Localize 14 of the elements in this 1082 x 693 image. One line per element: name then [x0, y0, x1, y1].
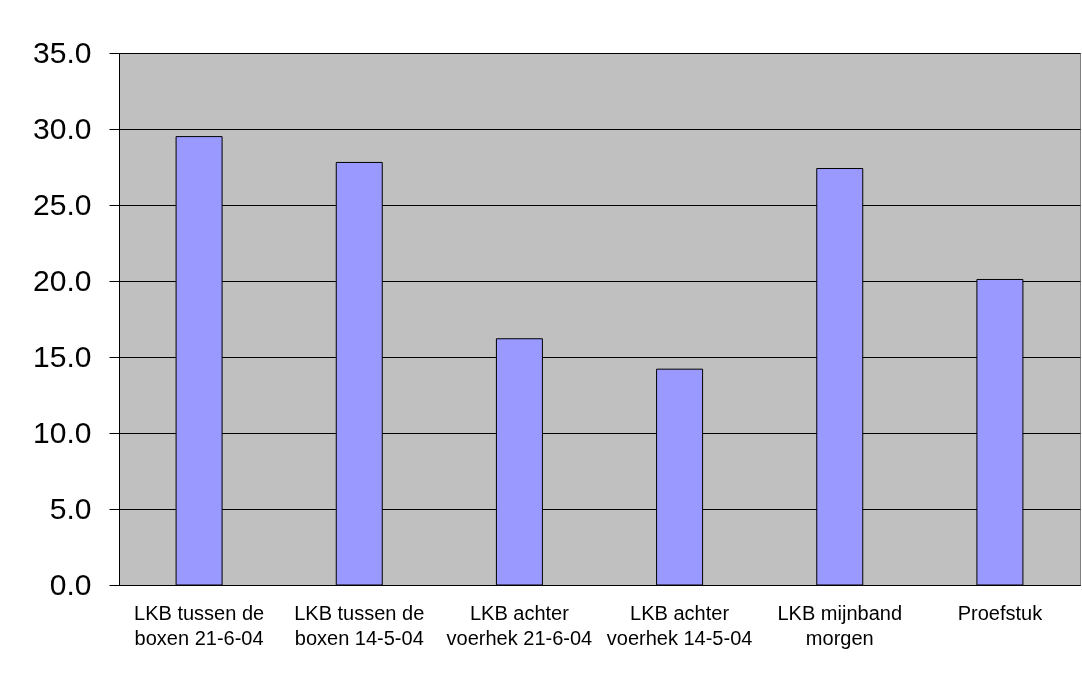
x-tick-label: LKB mijnband morgen	[777, 601, 903, 649]
y-tick-label: 5.0	[49, 491, 92, 525]
y-tick-label: 20.0	[33, 263, 92, 297]
x-tick-label: LKB achter voerhek 21-6-04	[446, 601, 593, 649]
x-tick-label: LKB tussen de boxen 14-5-04	[294, 601, 425, 649]
y-tick-label: 35.0	[33, 35, 92, 69]
y-tick-label: 30.0	[33, 111, 92, 145]
y-tick-label: 10.0	[33, 415, 92, 449]
y-tick-label: 0.0	[49, 567, 92, 601]
x-tick-label: Proefstuk	[957, 601, 1044, 624]
y-tick-label: 15.0	[33, 339, 92, 373]
x-tick-label: LKB tussen de boxen 21-6-04	[134, 601, 265, 649]
y-tick-label: 25.0	[33, 187, 92, 221]
x-tick-label: LKB achter voerhek 14-5-04	[606, 601, 753, 649]
